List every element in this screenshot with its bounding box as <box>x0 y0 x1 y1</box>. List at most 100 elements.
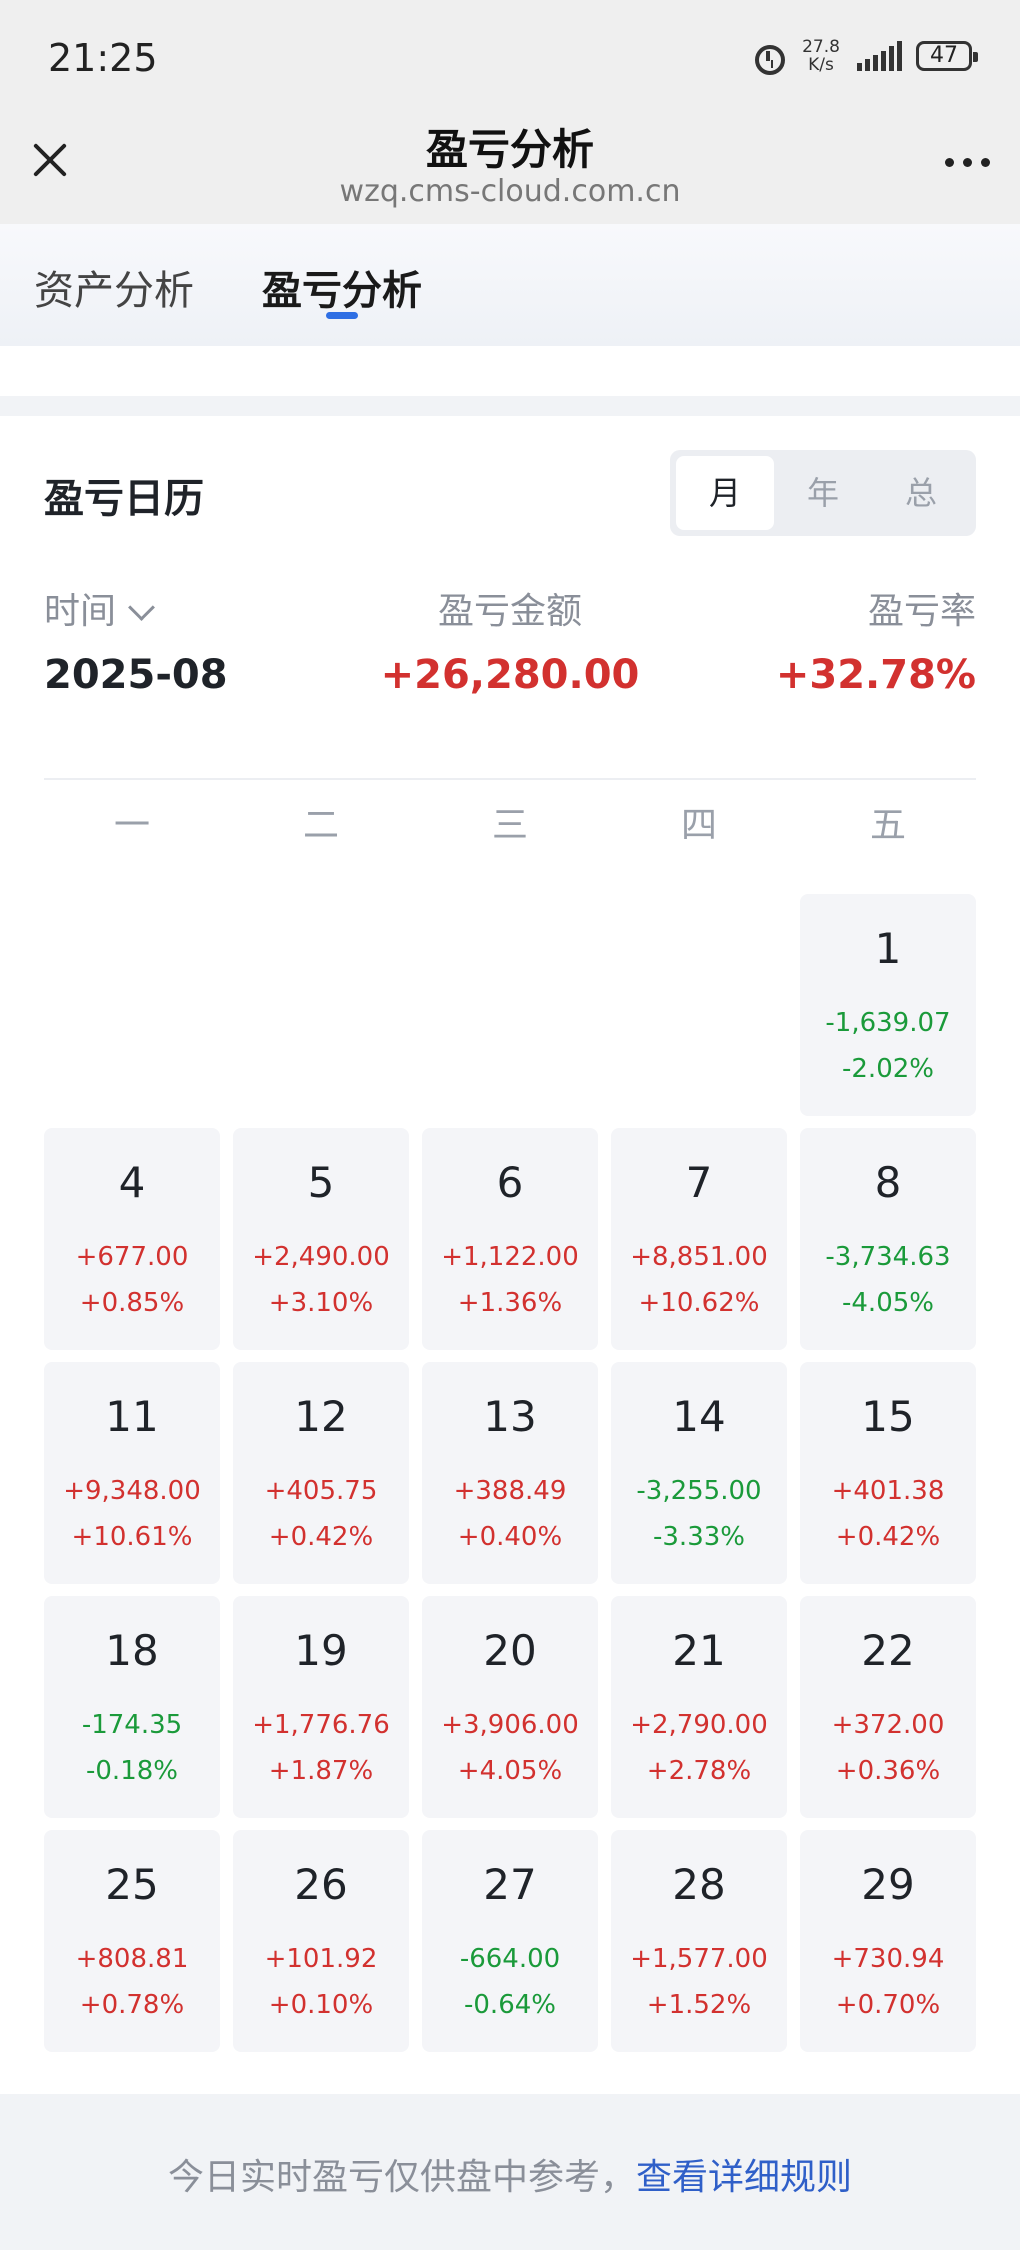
top-bar: 21:25 27.8 K/s 47 盈亏分析 wzq.cms-cloud.com… <box>0 0 1020 224</box>
calendar-day-cell[interactable]: 29 +730.94 +0.70% <box>800 1830 976 2052</box>
period-month-button[interactable]: 月 <box>676 456 774 530</box>
day-number: 15 <box>861 1392 915 1441</box>
rate-label: 盈亏率 <box>867 591 976 632</box>
tab-asset-analysis[interactable]: 资产分析 <box>34 268 194 314</box>
day-amount: +9,348.00 <box>63 1476 201 1506</box>
section-gap <box>0 396 1020 416</box>
calendar-day-cell[interactable]: 5 +2,490.00 +3.10% <box>233 1128 409 1350</box>
day-number: 1 <box>874 924 902 973</box>
day-rate: +1.87% <box>268 1756 374 1786</box>
day-amount: +401.38 <box>831 1476 945 1506</box>
day-rate: +4.05% <box>457 1756 563 1786</box>
period-year-button[interactable]: 年 <box>806 474 839 512</box>
calendar-day-cell[interactable]: 18 -174.35 -0.18% <box>44 1596 220 1818</box>
calendar-day-cell[interactable]: 22 +372.00 +0.36% <box>800 1596 976 1818</box>
calendar-day-cell[interactable]: 6 +1,122.00 +1.36% <box>422 1128 598 1350</box>
day-amount: +730.94 <box>831 1944 945 1974</box>
amount-label: 盈亏金额 <box>437 591 582 632</box>
day-rate: -0.18% <box>86 1756 178 1786</box>
amount-value: +26,280.00 <box>380 652 640 698</box>
day-amount: +101.92 <box>264 1944 378 1974</box>
day-amount: +1,577.00 <box>630 1944 768 1974</box>
day-number: 26 <box>294 1860 348 1909</box>
day-number: 5 <box>307 1158 335 1207</box>
day-rate: +10.62% <box>638 1288 760 1318</box>
day-amount: +8,851.00 <box>630 1242 768 1272</box>
weekday-label: 一 <box>113 805 150 846</box>
day-amount: +3,906.00 <box>441 1710 579 1740</box>
time-label: 时间 <box>44 591 117 632</box>
calendar-day-cell[interactable]: 21 +2,790.00 +2.78% <box>611 1596 787 1818</box>
tab-pnl-analysis[interactable]: 盈亏分析 <box>262 268 422 314</box>
footer-note: 今日实时盈亏仅供盘中参考，查看详细规则 <box>0 2094 1020 2250</box>
calendar-day-cell[interactable]: 12 +405.75 +0.42% <box>233 1362 409 1584</box>
network-speed: 27.8 K/s <box>799 38 843 74</box>
weekday-label: 二 <box>302 805 339 846</box>
day-rate: +0.78% <box>79 1990 185 2020</box>
day-number: 4 <box>118 1158 146 1207</box>
day-number: 7 <box>685 1158 713 1207</box>
day-amount: +2,490.00 <box>252 1242 390 1272</box>
divider <box>44 778 976 780</box>
day-amount: +372.00 <box>831 1710 945 1740</box>
day-amount: -174.35 <box>81 1710 183 1740</box>
day-rate: +0.70% <box>835 1990 941 2020</box>
rate-value: +32.78% <box>775 652 976 698</box>
tab-bar: 资产分析 盈亏分析 <box>0 224 1020 346</box>
day-rate: -0.64% <box>464 1990 556 2020</box>
time-value: 2025-08 <box>44 652 228 698</box>
day-amount: +2,790.00 <box>630 1710 768 1740</box>
battery-icon: 47 <box>916 41 978 71</box>
day-rate: -4.05% <box>842 1288 934 1318</box>
day-rate: -2.02% <box>842 1054 934 1084</box>
calendar-day-cell[interactable]: 4 +677.00 +0.85% <box>44 1128 220 1350</box>
calendar-day-cell[interactable]: 26 +101.92 +0.10% <box>233 1830 409 2052</box>
rules-link[interactable]: 查看详细规则 <box>636 2157 853 2198</box>
time-selector[interactable]: 时间 <box>44 582 155 634</box>
day-rate: +10.61% <box>71 1522 193 1552</box>
calendar-day-cell[interactable]: 15 +401.38 +0.42% <box>800 1362 976 1584</box>
footer-text: 今日实时盈亏仅供盘中参考， <box>167 2157 636 2198</box>
more-icon[interactable] <box>945 158 990 167</box>
calendar-day-cell[interactable]: 25 +808.81 +0.78% <box>44 1830 220 2052</box>
day-rate: +0.42% <box>268 1522 374 1552</box>
calendar-day-cell[interactable]: 14 -3,255.00 -3.33% <box>611 1362 787 1584</box>
calendar-day-cell[interactable]: 28 +1,577.00 +1.52% <box>611 1830 787 2052</box>
day-amount: -3,255.00 <box>636 1476 762 1506</box>
calendar-day-cell[interactable]: 11 +9,348.00 +10.61% <box>44 1362 220 1584</box>
day-number: 28 <box>672 1860 726 1909</box>
day-amount: -664.00 <box>459 1944 561 1974</box>
speed-unit: K/s <box>808 55 834 75</box>
day-amount: -1,639.07 <box>825 1008 951 1038</box>
day-amount: +1,776.76 <box>252 1710 390 1740</box>
day-number: 20 <box>483 1626 537 1675</box>
day-amount: +1,122.00 <box>441 1242 579 1272</box>
day-number: 25 <box>105 1860 159 1909</box>
weekday-label: 五 <box>869 805 906 846</box>
calendar-day-cell[interactable]: 13 +388.49 +0.40% <box>422 1362 598 1584</box>
day-rate: +0.36% <box>835 1756 941 1786</box>
calendar-title: 盈亏日历 <box>44 476 204 522</box>
calendar-day-cell[interactable]: 19 +1,776.76 +1.87% <box>233 1596 409 1818</box>
day-rate: +2.78% <box>646 1756 752 1786</box>
calendar-day-cell[interactable]: 7 +8,851.00 +10.62% <box>611 1128 787 1350</box>
day-number: 6 <box>496 1158 524 1207</box>
period-total-button[interactable]: 总 <box>904 474 937 512</box>
calendar-day-cell[interactable]: 27 -664.00 -0.64% <box>422 1830 598 2052</box>
calendar-day-cell[interactable]: 20 +3,906.00 +4.05% <box>422 1596 598 1818</box>
day-rate: -3.33% <box>653 1522 745 1552</box>
day-rate: +1.36% <box>457 1288 563 1318</box>
page-url: wzq.cms-cloud.com.cn <box>339 174 681 209</box>
weekday-label: 三 <box>491 805 528 846</box>
day-rate: +0.10% <box>268 1990 374 2020</box>
day-amount: +808.81 <box>75 1944 189 1974</box>
page-title: 盈亏分析 <box>425 125 594 174</box>
day-rate: +1.52% <box>646 1990 752 2020</box>
calendar-day-cell[interactable]: 1 -1,639.07 -2.02% <box>800 894 976 1116</box>
status-icons: 27.8 K/s 47 <box>751 38 978 75</box>
calendar-day-cell[interactable]: 8 -3,734.63 -4.05% <box>800 1128 976 1350</box>
weekday-label: 四 <box>680 805 717 846</box>
day-number: 19 <box>294 1626 348 1675</box>
day-amount: +677.00 <box>75 1242 189 1272</box>
tab-indicator <box>326 312 358 319</box>
